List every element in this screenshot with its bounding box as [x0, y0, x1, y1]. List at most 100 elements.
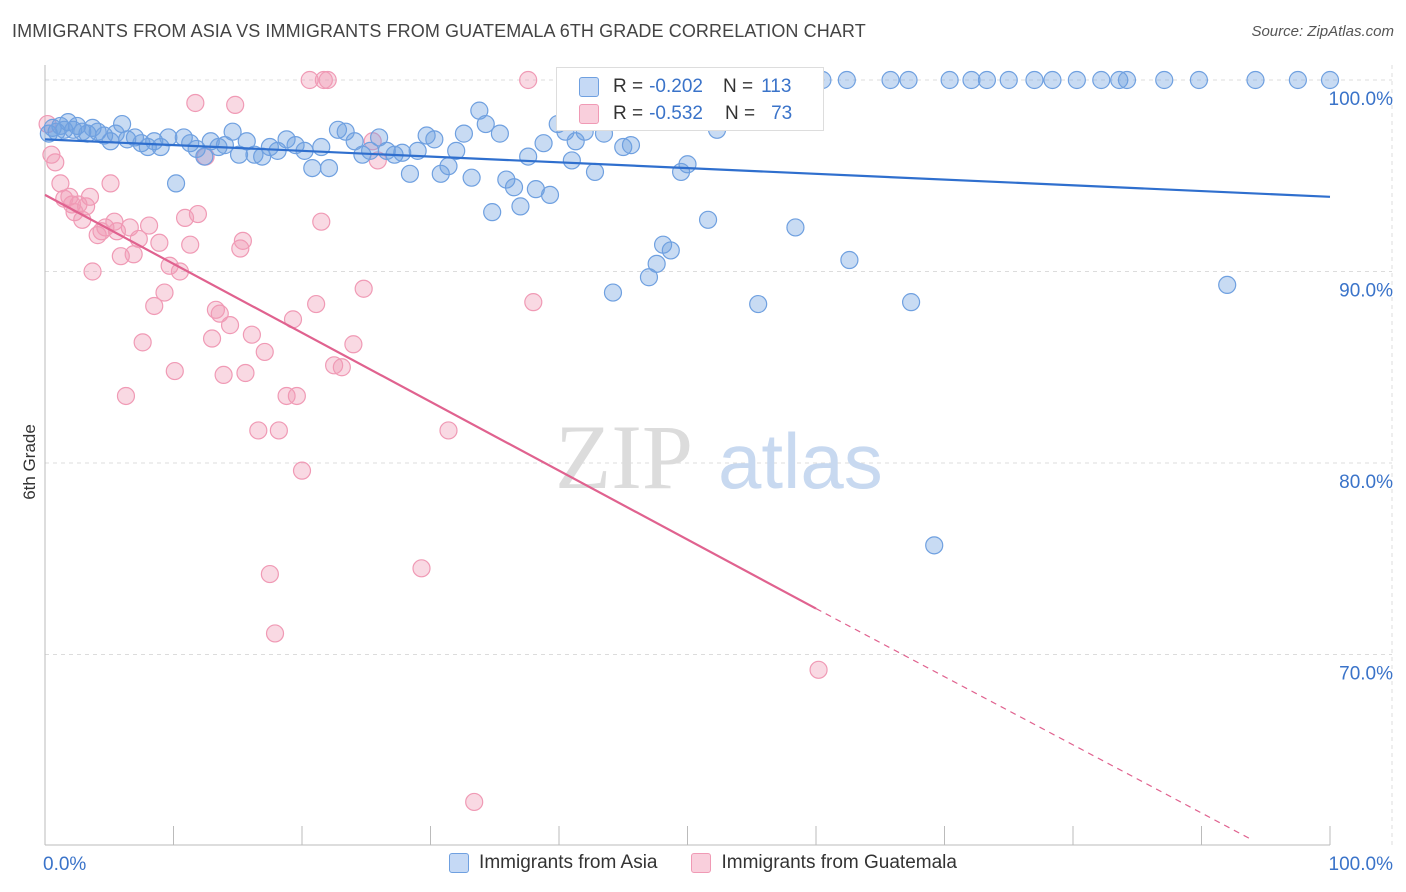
axes	[44, 65, 1331, 846]
guatemala-point	[181, 235, 200, 254]
guatemala-point	[519, 70, 538, 90]
guatemala-trend-line	[44, 193, 817, 610]
guatemala-point	[188, 204, 208, 224]
guatemala-point	[150, 233, 169, 252]
asia-point	[195, 147, 214, 166]
guatemala-point	[412, 559, 431, 578]
asia-point	[899, 70, 918, 90]
legend-label-guatemala: Immigrants from Guatemala	[721, 852, 957, 873]
legend-item-asia[interactable]: Immigrants from Asia	[449, 852, 657, 874]
asia-point	[319, 158, 339, 178]
guatemala-point	[124, 245, 143, 264]
guatemala-point	[116, 386, 136, 406]
guatemala-point	[307, 294, 326, 314]
legend-label-asia: Immigrants from Asia	[479, 852, 658, 873]
asia-point	[1189, 70, 1209, 90]
guatemala-r-value: -0.532	[649, 103, 703, 124]
asia-point	[786, 218, 805, 237]
asia-point	[112, 114, 132, 134]
guatemala-point	[77, 197, 96, 216]
n-label: N =	[722, 76, 754, 97]
chart-title: IMMIGRANTS FROM ASIA VS IMMIGRANTS FROM …	[12, 21, 866, 41]
asia-point	[1043, 70, 1062, 90]
guatemala-point	[292, 461, 312, 480]
asia-point	[159, 128, 178, 147]
legend-item-guatemala[interactable]: Immigrants from Guatemala	[691, 852, 957, 874]
guatemala-point	[101, 174, 120, 193]
asia-point	[277, 130, 296, 149]
stats-row-guatemala: R = -0.532 N = 73	[579, 102, 792, 126]
guatemala-point	[344, 335, 363, 354]
watermark: ZIP atlas	[555, 406, 883, 508]
asia-point	[639, 268, 659, 287]
x-tick-label: 100.0%	[1329, 854, 1394, 875]
asia-point	[223, 122, 242, 141]
asia-point	[511, 197, 530, 216]
stats-row-asia: R = -0.202 N = 113	[579, 75, 791, 99]
asia-point	[1218, 275, 1237, 295]
asia-trend-line	[44, 138, 1331, 198]
guatemala-point	[354, 279, 373, 298]
asia-point	[476, 114, 495, 134]
asia-point	[562, 151, 581, 170]
asia-swatch-icon	[579, 77, 599, 97]
guatemala-point	[186, 93, 205, 113]
guatemala-point	[255, 342, 274, 362]
r-label: R =	[613, 76, 644, 97]
guatemala-swatch-icon	[579, 104, 599, 124]
asia-point	[1288, 70, 1307, 90]
guatemala-point	[210, 304, 229, 323]
asia-point	[400, 164, 420, 183]
asia-point	[901, 293, 921, 312]
asia-point	[425, 130, 444, 149]
asia-point	[504, 178, 524, 197]
asia-point	[370, 128, 389, 147]
guatemala-point	[809, 660, 828, 679]
guatemala-point	[226, 95, 245, 114]
guatemala-point	[46, 153, 65, 172]
watermark-atlas: atlas	[718, 417, 883, 505]
guatemala-point	[214, 365, 233, 385]
asia-point	[1155, 70, 1174, 90]
asia-point	[534, 134, 553, 153]
asia-point	[229, 145, 249, 164]
guatemala-point	[265, 624, 285, 643]
guatemala-point	[242, 325, 261, 344]
asia-point	[431, 164, 450, 183]
guatemala-point	[165, 361, 184, 381]
asia-point	[678, 155, 697, 174]
guatemala-point	[220, 316, 240, 335]
asia-point	[999, 70, 1018, 90]
grid-lines	[45, 65, 1393, 845]
guatemala-point	[249, 421, 268, 440]
guatemala-point	[260, 564, 279, 584]
n-label: N =	[724, 103, 756, 124]
asia-point	[237, 132, 256, 151]
guatemala-point	[80, 187, 100, 206]
asia-swatch-icon	[449, 853, 470, 873]
asia-point	[1246, 70, 1265, 90]
asia-point	[393, 143, 412, 162]
asia-point	[345, 132, 364, 151]
guatemala-point	[332, 358, 351, 377]
y-tick-label: 100.0%	[1329, 89, 1394, 110]
asia-point	[647, 254, 666, 273]
asia-point	[585, 162, 605, 182]
asia-point	[187, 139, 206, 159]
asia-point	[215, 136, 234, 155]
r-label: R =	[613, 103, 644, 124]
guatemala-point	[233, 231, 252, 250]
asia-point	[837, 70, 856, 90]
asia-point	[1320, 70, 1340, 90]
asia-point	[881, 70, 900, 90]
asia-point	[925, 536, 944, 555]
y-tick-label: 80.0%	[1339, 472, 1393, 493]
guatemala-point	[277, 386, 296, 406]
asia-point	[303, 158, 322, 178]
guatemala-point	[139, 216, 159, 235]
guatemala-point	[133, 333, 152, 352]
asia-r-value: -0.202	[649, 76, 703, 97]
asia-point	[490, 124, 509, 143]
guatemala-point	[300, 70, 319, 90]
